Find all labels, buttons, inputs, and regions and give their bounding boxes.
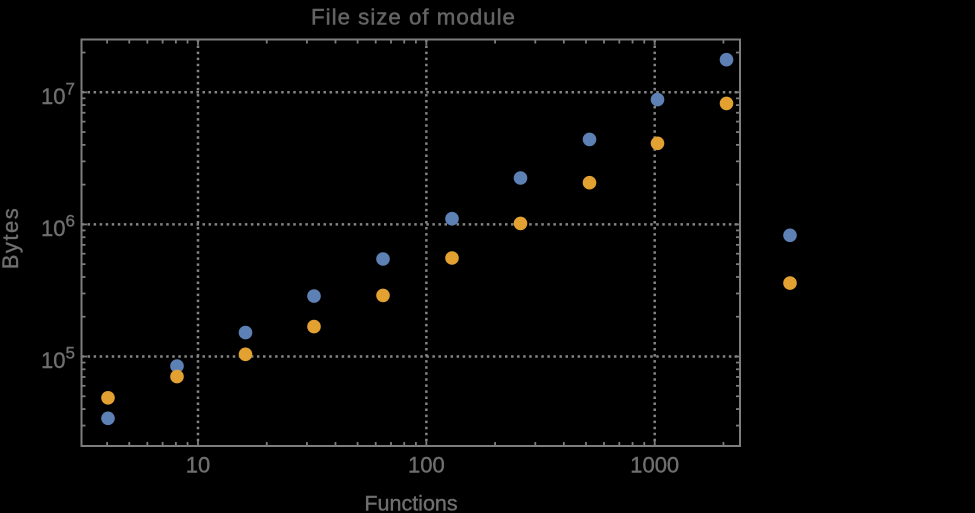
svg-text:105: 105 xyxy=(41,344,75,374)
svg-text:File size of module: File size of module xyxy=(311,5,516,30)
svg-text:Functions: Functions xyxy=(364,492,457,513)
svg-text:Bytes: Bytes xyxy=(0,207,23,270)
svg-text:100: 100 xyxy=(408,452,445,477)
svg-text:1000: 1000 xyxy=(630,452,679,477)
svg-text:107: 107 xyxy=(41,79,75,109)
svg-text:10: 10 xyxy=(186,452,210,477)
